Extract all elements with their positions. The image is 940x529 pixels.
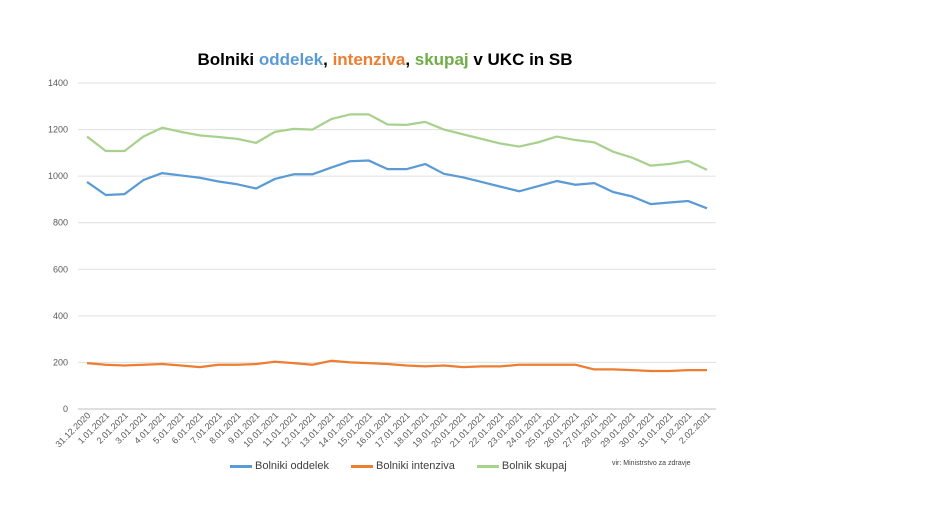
legend: Bolniki oddelek Bolniki intenziva Bolnik s… xyxy=(230,460,567,472)
y-tick-label: 0 xyxy=(63,404,68,414)
series-line-2 xyxy=(86,113,708,171)
series-line-1 xyxy=(86,359,707,373)
y-tick-label: 1000 xyxy=(48,171,68,181)
legend-swatch xyxy=(476,464,499,468)
legend-swatch xyxy=(351,464,373,468)
legend-item: Bolnik skupaj xyxy=(476,460,567,472)
legend-label: Bolniki oddelek xyxy=(255,460,329,472)
title-part: intenziva xyxy=(332,50,406,69)
y-tick-label: 800 xyxy=(53,218,68,228)
legend-swatch xyxy=(230,464,252,468)
title-part: skupaj xyxy=(414,50,469,69)
y-tick-label: 200 xyxy=(53,357,68,367)
legend-item: Bolniki intenziva xyxy=(351,460,455,472)
title-part: Bolniki xyxy=(197,50,259,69)
y-tick-label: 1400 xyxy=(48,78,68,88)
legend-label: Bolnik skupaj xyxy=(501,460,567,472)
chart-title: Bolniki oddelek, intenziva, skupaj v UKC… xyxy=(0,50,770,70)
y-tick-label: 600 xyxy=(53,264,68,274)
title-part: , xyxy=(405,50,415,69)
series-line-0 xyxy=(86,159,708,210)
y-tick-label: 1200 xyxy=(48,125,68,135)
legend-item: Bolniki oddelek xyxy=(230,460,329,472)
y-tick-label: 400 xyxy=(53,311,68,321)
title-part: , xyxy=(323,50,333,69)
title-part: oddelek xyxy=(258,50,324,69)
legend-label: Bolniki intenziva xyxy=(376,460,455,472)
title-part: v UKC in SB xyxy=(468,50,573,69)
source-note: vir: Ministrstvo za zdravje xyxy=(612,460,691,467)
